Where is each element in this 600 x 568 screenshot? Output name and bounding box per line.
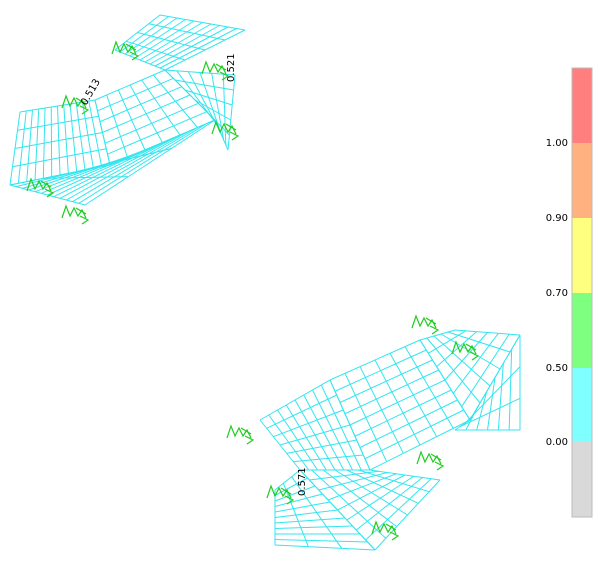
element-label: 0.571 [297, 467, 308, 496]
legend-label: 0.50 [546, 363, 568, 374]
element-label: 0.521 [226, 53, 237, 82]
legend-label: 0.90 [546, 213, 568, 224]
legend-band [572, 218, 592, 293]
legend-band [572, 368, 592, 442]
legend-band [572, 68, 592, 143]
legend-label: 1.00 [546, 138, 568, 149]
legend-label: 0.00 [546, 437, 568, 448]
legend-band [572, 293, 592, 368]
legend-label: 0.70 [546, 288, 568, 299]
legend-band [572, 143, 592, 218]
legend-band [572, 442, 592, 517]
